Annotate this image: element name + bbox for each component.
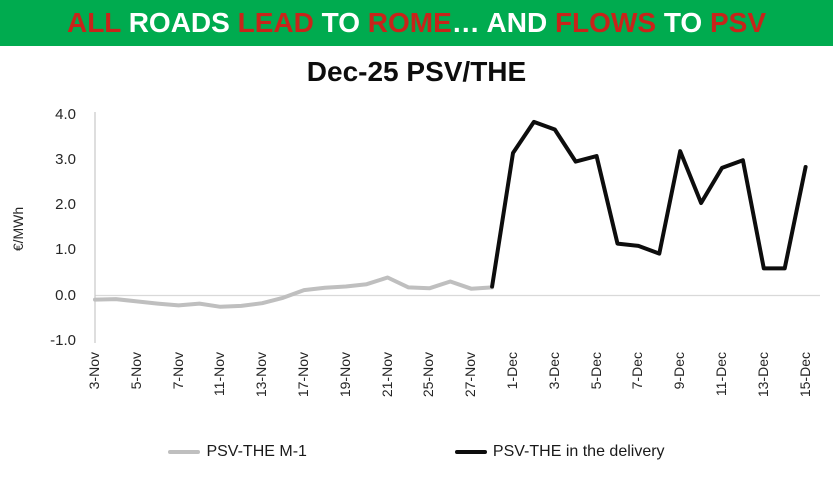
- x-tick-label: 7-Nov: [169, 352, 186, 390]
- x-tick-label: 17-Nov: [295, 352, 311, 398]
- x-tick-label: 27-Nov: [462, 352, 479, 398]
- legend-item-m1: PSV-THE M-1: [168, 443, 307, 461]
- banner-word: ROADS: [128, 7, 238, 38]
- x-tick-label: 3-Dec: [545, 352, 562, 390]
- x-tick-label: 1-Dec: [504, 352, 520, 390]
- x-tick-label: 15-Dec: [796, 352, 813, 398]
- y-tick-label: 0.0: [55, 286, 76, 304]
- banner-word: ROME: [367, 7, 452, 38]
- legend: PSV-THE M-1 PSV-THE in the delivery: [0, 443, 833, 461]
- y-axis-title: €/MWh: [10, 206, 26, 252]
- banner: ALL ROADS LEAD TO ROME… AND FLOWS TO PSV: [0, 0, 833, 46]
- series-line-1: [490, 119, 808, 289]
- x-tick-label: 11-Nov: [211, 352, 228, 397]
- banner-word: ALL: [66, 7, 129, 38]
- x-tick-label: 5-Nov: [127, 352, 144, 390]
- x-tick-label: 25-Nov: [420, 352, 437, 398]
- banner-word: LEAD: [237, 7, 322, 38]
- legend-item-delivery: PSV-THE in the delivery: [454, 443, 665, 461]
- x-tick-label: 13-Nov: [253, 352, 270, 398]
- series-line-0: [93, 275, 495, 309]
- legend-label-delivery: PSV-THE in the delivery: [492, 443, 665, 460]
- y-tick-label: -1.0: [50, 331, 76, 349]
- banner-word: AND: [486, 7, 555, 38]
- y-tick-label: 2.0: [55, 196, 76, 214]
- banner-word: TO: [321, 7, 368, 38]
- banner-word: …: [451, 7, 487, 38]
- x-tick-label: 3-Nov: [86, 352, 102, 390]
- chart-title: Dec-25 PSV/THE: [306, 56, 527, 87]
- banner-word: PSV: [709, 7, 767, 38]
- x-tick-label: 7-Dec: [629, 352, 646, 390]
- x-tick-label: 11-Dec: [713, 352, 729, 397]
- x-tick-label: 19-Nov: [336, 352, 353, 398]
- x-tick-label: 21-Nov: [378, 352, 395, 398]
- legend-label-m1: PSV-THE M-1: [206, 443, 307, 460]
- banner-word: TO: [663, 7, 710, 38]
- x-tick-label: 13-Dec: [754, 352, 771, 398]
- legend-swatch-m1-line: [168, 450, 201, 454]
- y-tick-label: 4.0: [55, 106, 76, 124]
- x-tick-label: 5-Dec: [587, 352, 604, 390]
- y-tick-label: 1.0: [55, 241, 76, 259]
- legend-swatch-delivery-line: [454, 450, 487, 454]
- y-tick-label: 3.0: [55, 151, 76, 169]
- x-tick-label: 9-Dec: [671, 352, 688, 390]
- banner-word: FLOWS: [554, 7, 664, 38]
